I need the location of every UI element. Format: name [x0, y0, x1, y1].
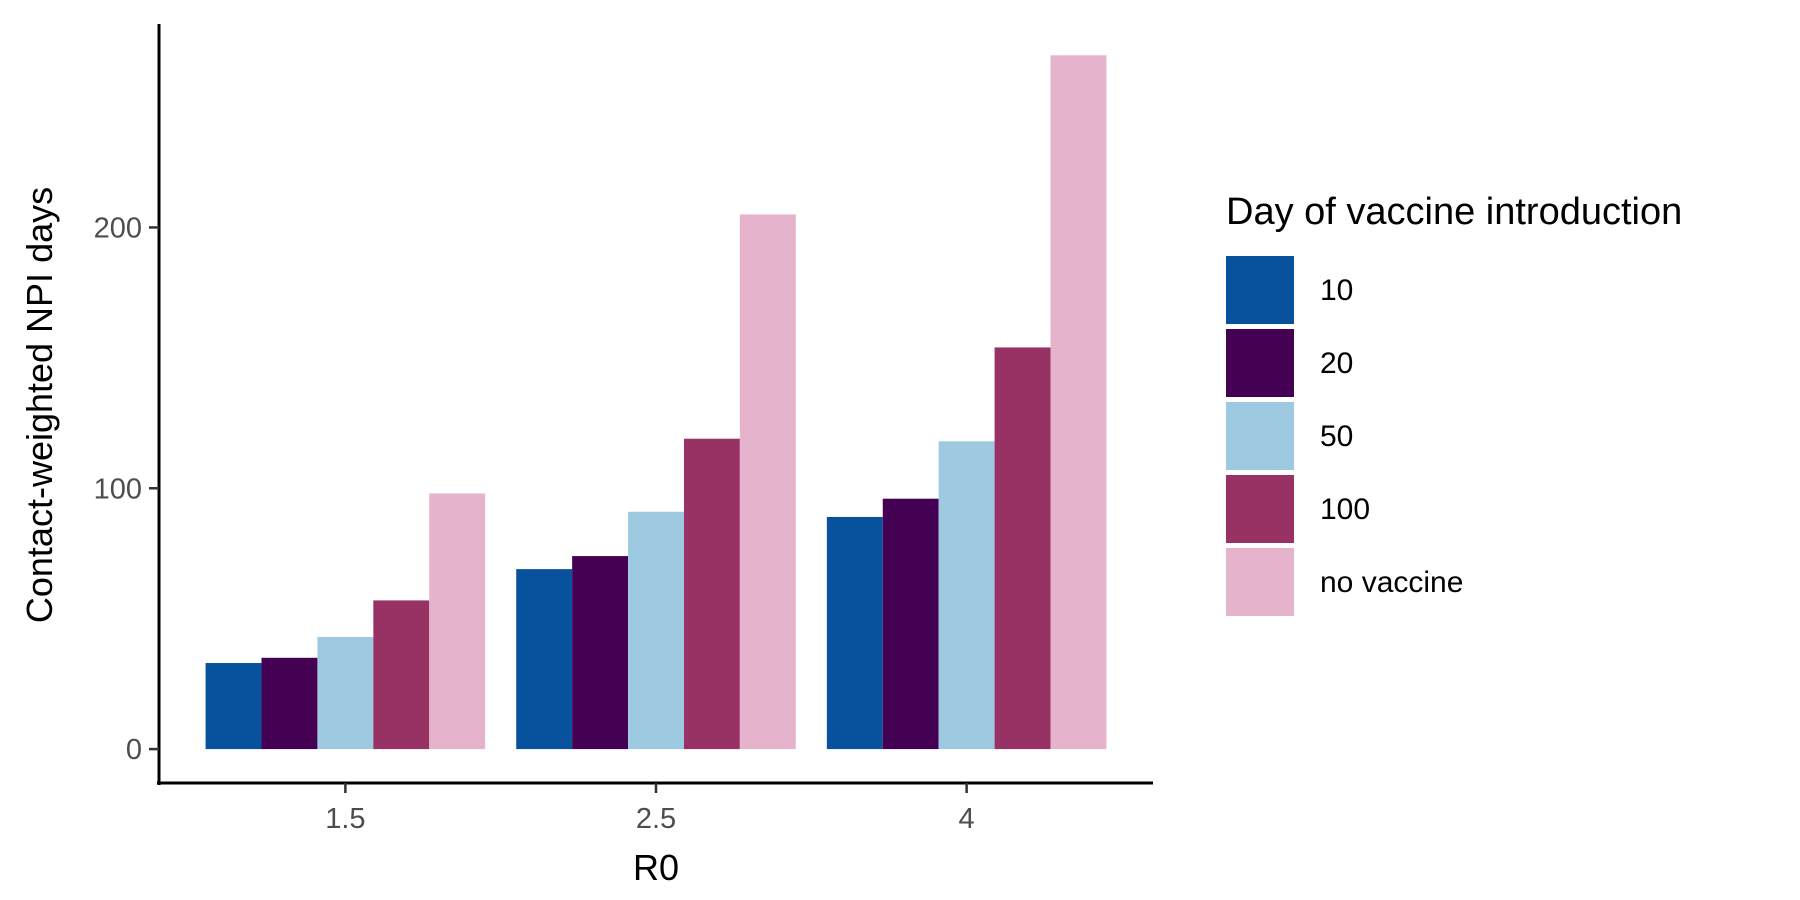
bar-no-vaccine-r0-4 — [1050, 55, 1107, 750]
bar-50-r0-4 — [938, 441, 995, 750]
legend-label: 10 — [1320, 274, 1353, 307]
bar-100-r0-4 — [994, 347, 1051, 750]
y-tick-label: 200 — [94, 212, 142, 244]
bar-100-r0-1.5 — [373, 600, 430, 750]
x-axis-title: R0 — [633, 847, 679, 888]
y-tick-label: 100 — [94, 473, 142, 505]
legend-label: 100 — [1320, 493, 1370, 526]
bar-no-vaccine-r0-2.5 — [739, 214, 796, 750]
y-ticks: 0 100 200 — [94, 212, 159, 766]
legend: Day of vaccine introduction 10 20 50 100 no … — [1226, 191, 1682, 616]
x-tick-label: 4 — [959, 803, 975, 835]
legend-key-20 — [1226, 329, 1294, 397]
x-ticks: 1.5 2.5 4 — [325, 783, 975, 835]
bar-no-vaccine-r0-1.5 — [429, 493, 486, 750]
legend-label: 50 — [1320, 420, 1353, 453]
legend-label: no vaccine — [1320, 566, 1463, 599]
legend-title: Day of vaccine introduction — [1226, 191, 1682, 233]
legend-key-10 — [1226, 256, 1294, 324]
y-axis-title: Contact-weighted NPI days — [19, 187, 60, 623]
legend-key-50 — [1226, 402, 1294, 470]
bar-100-r0-2.5 — [683, 438, 740, 750]
bar-20-r0-2.5 — [572, 556, 629, 750]
legend-label: 20 — [1320, 347, 1353, 380]
legend-key-100 — [1226, 475, 1294, 543]
bar-50-r0-2.5 — [628, 511, 684, 750]
bar-10-r0-1.5 — [205, 663, 262, 750]
legend-key-no-vaccine — [1226, 548, 1294, 616]
bar-10-r0-2.5 — [516, 569, 573, 750]
bar-20-r0-4 — [882, 498, 939, 750]
y-tick-label: 0 — [126, 734, 142, 766]
x-tick-label: 1.5 — [325, 803, 365, 835]
bar-20-r0-1.5 — [261, 657, 318, 750]
bar-10-r0-4 — [826, 516, 883, 750]
bars-layer — [205, 55, 1107, 750]
bar-50-r0-1.5 — [317, 636, 374, 750]
x-tick-label: 2.5 — [636, 803, 676, 835]
